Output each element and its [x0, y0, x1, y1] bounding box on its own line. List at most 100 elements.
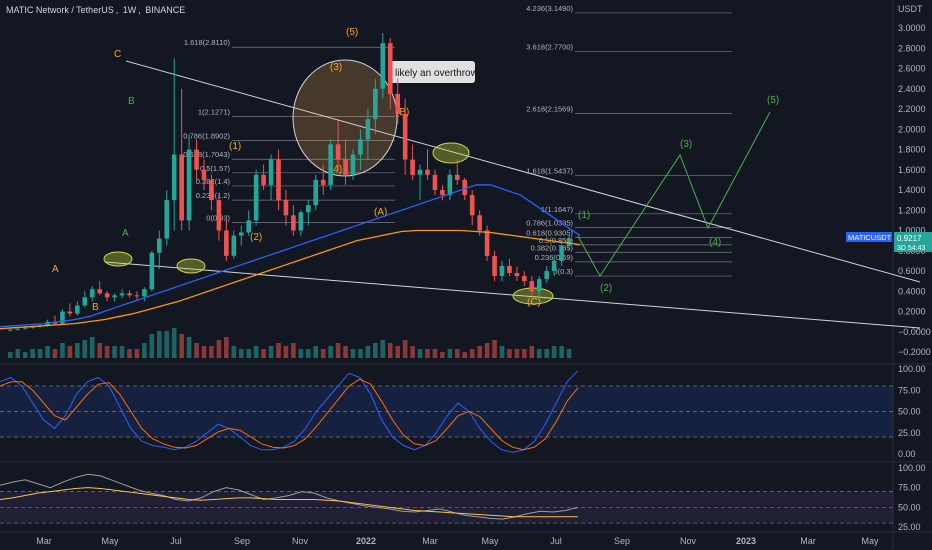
volume-bar	[194, 343, 199, 358]
candle-body	[484, 230, 490, 256]
volume-bar	[343, 346, 348, 358]
callout-text: likely an overthrow	[395, 68, 479, 79]
symbol-tag: MATICUSDT	[848, 233, 892, 242]
candle-body	[179, 154, 184, 221]
candle-body	[462, 179, 468, 196]
volume-bar	[246, 349, 251, 358]
stoch-tick-label: 50.00	[898, 407, 921, 417]
fib-level-label: 3.618(2.7700)	[526, 42, 573, 51]
lower-trendline	[104, 261, 921, 329]
fib-level-label: 2.618(2.1569)	[526, 104, 573, 113]
callout-box	[389, 61, 475, 83]
volume-bar	[97, 343, 102, 358]
volume-bars	[8, 328, 572, 358]
volume-bar	[224, 337, 229, 358]
volume-bar	[134, 349, 140, 358]
volume-bar	[89, 337, 95, 358]
volume-bar	[119, 346, 125, 358]
volume-bar	[380, 340, 386, 358]
overthrow-ellipse	[292, 59, 398, 177]
volume-bar	[30, 349, 35, 358]
volume-bar	[186, 337, 192, 358]
volume-bar	[320, 349, 326, 358]
candle-body	[22, 327, 28, 329]
volume-bar	[298, 349, 304, 358]
candle-body	[298, 212, 304, 231]
candle-body	[253, 174, 259, 221]
candle-body	[306, 205, 311, 213]
price-tick-label: 1.6000	[898, 165, 926, 175]
stoch-tick-label: 100.00	[898, 364, 926, 374]
candle-body	[134, 295, 140, 297]
price-tick-label: 0.6000	[898, 266, 926, 276]
price-tick-label: 2.0000	[898, 124, 926, 134]
candle-body	[112, 295, 117, 298]
symbol-tag-bg	[846, 232, 892, 242]
candle-body	[283, 200, 289, 216]
volume-bar	[37, 349, 43, 358]
volume-bar	[45, 346, 50, 358]
wave-label: A	[122, 228, 129, 239]
volume-bar	[82, 340, 88, 358]
volume-bar	[395, 346, 400, 358]
candle-body	[127, 293, 132, 296]
volume-bar	[67, 346, 73, 358]
candle-body	[30, 326, 35, 328]
time-tick-label: May	[101, 536, 119, 546]
candle-body	[224, 230, 229, 256]
ema-blue-line	[0, 184, 581, 328]
volume-bar	[283, 346, 289, 358]
volume-bar	[127, 349, 132, 358]
price-tag-bg	[894, 232, 932, 252]
projection-path	[577, 111, 771, 277]
volume-bar	[261, 349, 266, 358]
candle-body	[417, 169, 423, 175]
volume-bar	[328, 346, 333, 358]
volume-bar	[149, 334, 155, 358]
volume-bar	[566, 349, 572, 358]
volume-bar	[164, 331, 170, 358]
fib-level-label: 1(1.1647)	[541, 205, 574, 214]
green-wave-label: (1)	[578, 210, 590, 221]
volume-bar	[157, 331, 162, 358]
price-tick-label: 1.0000	[898, 226, 926, 236]
price-tick-label: 2.8000	[898, 43, 926, 53]
green-wave-label: (5)	[767, 95, 779, 106]
wave-label: (4)	[330, 164, 342, 175]
exchange-label: BINANCE	[145, 5, 186, 15]
volume-bar	[417, 349, 423, 358]
stoch-tick-label: 25.00	[898, 428, 921, 438]
price-tick-label: 1.2000	[898, 205, 926, 215]
candle-body	[268, 159, 274, 185]
wave-label: B	[92, 302, 99, 313]
volume-bar	[536, 349, 542, 358]
time-tick-label: Jul	[170, 536, 182, 546]
volume-bar	[551, 346, 557, 358]
candle-body	[164, 200, 170, 239]
candle-body	[201, 169, 207, 180]
candle-body	[566, 238, 572, 246]
candle-body	[402, 114, 408, 160]
volume-bar	[104, 346, 110, 358]
volume-bar	[142, 343, 147, 358]
fib-level-label: 1(2.1271)	[198, 107, 231, 116]
time-tick-label: Mar	[422, 536, 438, 546]
touch-ellipse	[432, 142, 470, 164]
chart-title: MATIC Network / TetherUS, 1W, BINANCE	[6, 5, 186, 15]
time-tick-label: May	[861, 536, 879, 546]
volume-bar	[432, 349, 438, 358]
wave-label: (3)	[330, 62, 342, 73]
fib-level-label: 0.618(0.9305)	[526, 229, 573, 238]
price-tick-label: 0.4000	[898, 286, 926, 296]
axis-unit: USDT	[898, 4, 923, 14]
candle-body	[469, 195, 475, 216]
candle-body	[320, 179, 326, 185]
axes: USDT 3.0000 2.8000 2.6000 2.4000 2.2000 2.0000…	[36, 4, 932, 546]
fib-level-label: 0.786(1.8902)	[183, 131, 230, 140]
volume-bar	[484, 343, 490, 358]
volume-bar	[52, 349, 58, 358]
price-tick-label: −0.0000	[898, 327, 931, 337]
volume-bar	[75, 343, 80, 358]
volume-bar	[544, 349, 549, 358]
